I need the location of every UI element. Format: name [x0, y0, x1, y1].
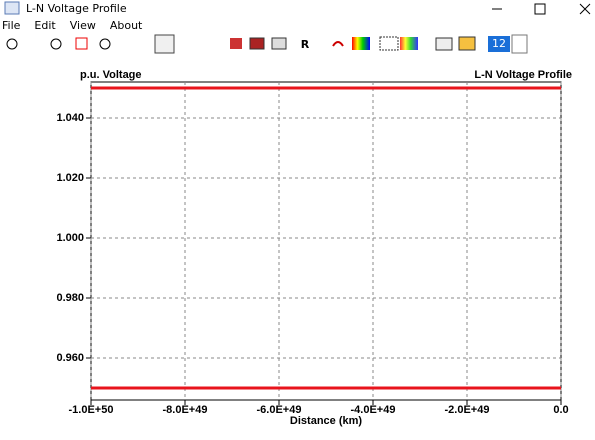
zoom-button[interactable] [50, 38, 62, 50]
app-icon [4, 1, 20, 15]
plot-area [90, 81, 562, 401]
menu-item[interactable]: View [70, 19, 96, 32]
menu-bar: File Edit View About [2, 19, 143, 32]
print-button[interactable] [435, 37, 453, 51]
y-tick-label: 0.980 [56, 292, 84, 304]
paste-button[interactable] [271, 37, 287, 50]
zoom-box-button[interactable] [75, 37, 88, 50]
r-button[interactable]: R [301, 38, 310, 51]
zoom-in-button[interactable] [99, 38, 111, 50]
chart: 0.960 0.980 1.000 1.020 1.040 -1.0E+50 -8.0E+4… [56, 82, 569, 416]
toolbar: R 12 [6, 34, 528, 54]
y-axis-label: p.u. Voltage [80, 69, 142, 81]
window-title: L-N Voltage Profile [26, 2, 127, 15]
menu-item[interactable]: File [2, 19, 21, 32]
x-tick-label: -1.0E+50 [69, 404, 114, 416]
x-tick-label: 0.0 [553, 404, 568, 416]
y-tick-label: 1.000 [56, 232, 84, 244]
redraw-button[interactable] [332, 41, 344, 47]
font-size-box[interactable] [488, 36, 510, 52]
grid-color-button[interactable] [400, 37, 418, 50]
x-axis-label: Distance (km) [290, 415, 362, 427]
x-tick-label: -4.0E+49 [351, 404, 396, 416]
y-tick-label: 1.020 [56, 172, 84, 184]
menu-item[interactable]: Edit [34, 19, 56, 32]
chart-title: L-N Voltage Profile [474, 69, 572, 81]
cut-button[interactable] [230, 38, 242, 49]
grid-button[interactable] [379, 36, 399, 51]
zoom-out-button[interactable] [6, 38, 18, 50]
y-tick-label: 0.960 [56, 352, 84, 364]
y-tick-label: 1.040 [56, 112, 84, 124]
color-button[interactable] [352, 37, 370, 50]
save-button[interactable] [458, 36, 476, 51]
x-tick-label: -6.0E+49 [257, 404, 302, 416]
maximize-button[interactable] [534, 3, 546, 15]
close-button[interactable] [579, 3, 591, 15]
menu-item[interactable]: About [110, 19, 143, 32]
x-tick-label: -2.0E+49 [445, 404, 490, 416]
pan-button[interactable] [154, 34, 175, 54]
copy-button[interactable] [249, 37, 265, 50]
font-size-spinner[interactable] [511, 34, 528, 54]
font-size-value: 12 [492, 37, 506, 50]
x-tick-label: -8.0E+49 [163, 404, 208, 416]
